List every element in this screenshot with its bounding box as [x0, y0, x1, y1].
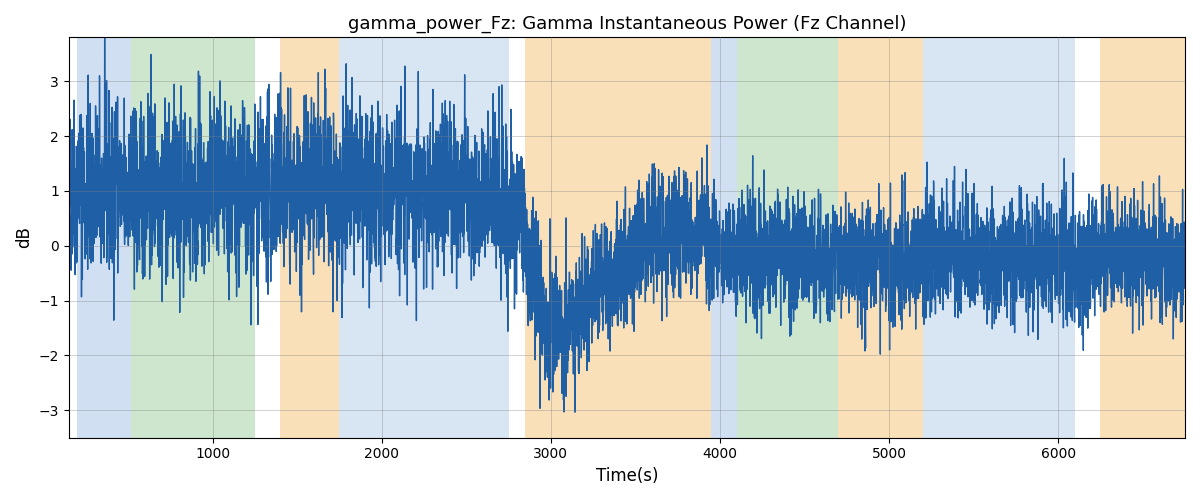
Bar	[340, 38, 509, 438]
Bar	[737, 38, 839, 438]
Y-axis label: dB: dB	[16, 226, 34, 248]
Bar	[280, 38, 340, 438]
Bar	[923, 38, 1075, 438]
Bar	[839, 38, 923, 438]
Bar	[131, 38, 254, 438]
Title: gamma_power_Fz: Gamma Instantaneous Power (Fz Channel): gamma_power_Fz: Gamma Instantaneous Powe…	[348, 15, 906, 34]
Bar	[712, 38, 737, 438]
Bar	[526, 38, 712, 438]
X-axis label: Time(s): Time(s)	[595, 467, 658, 485]
Bar	[1100, 38, 1186, 438]
Bar	[77, 38, 131, 438]
